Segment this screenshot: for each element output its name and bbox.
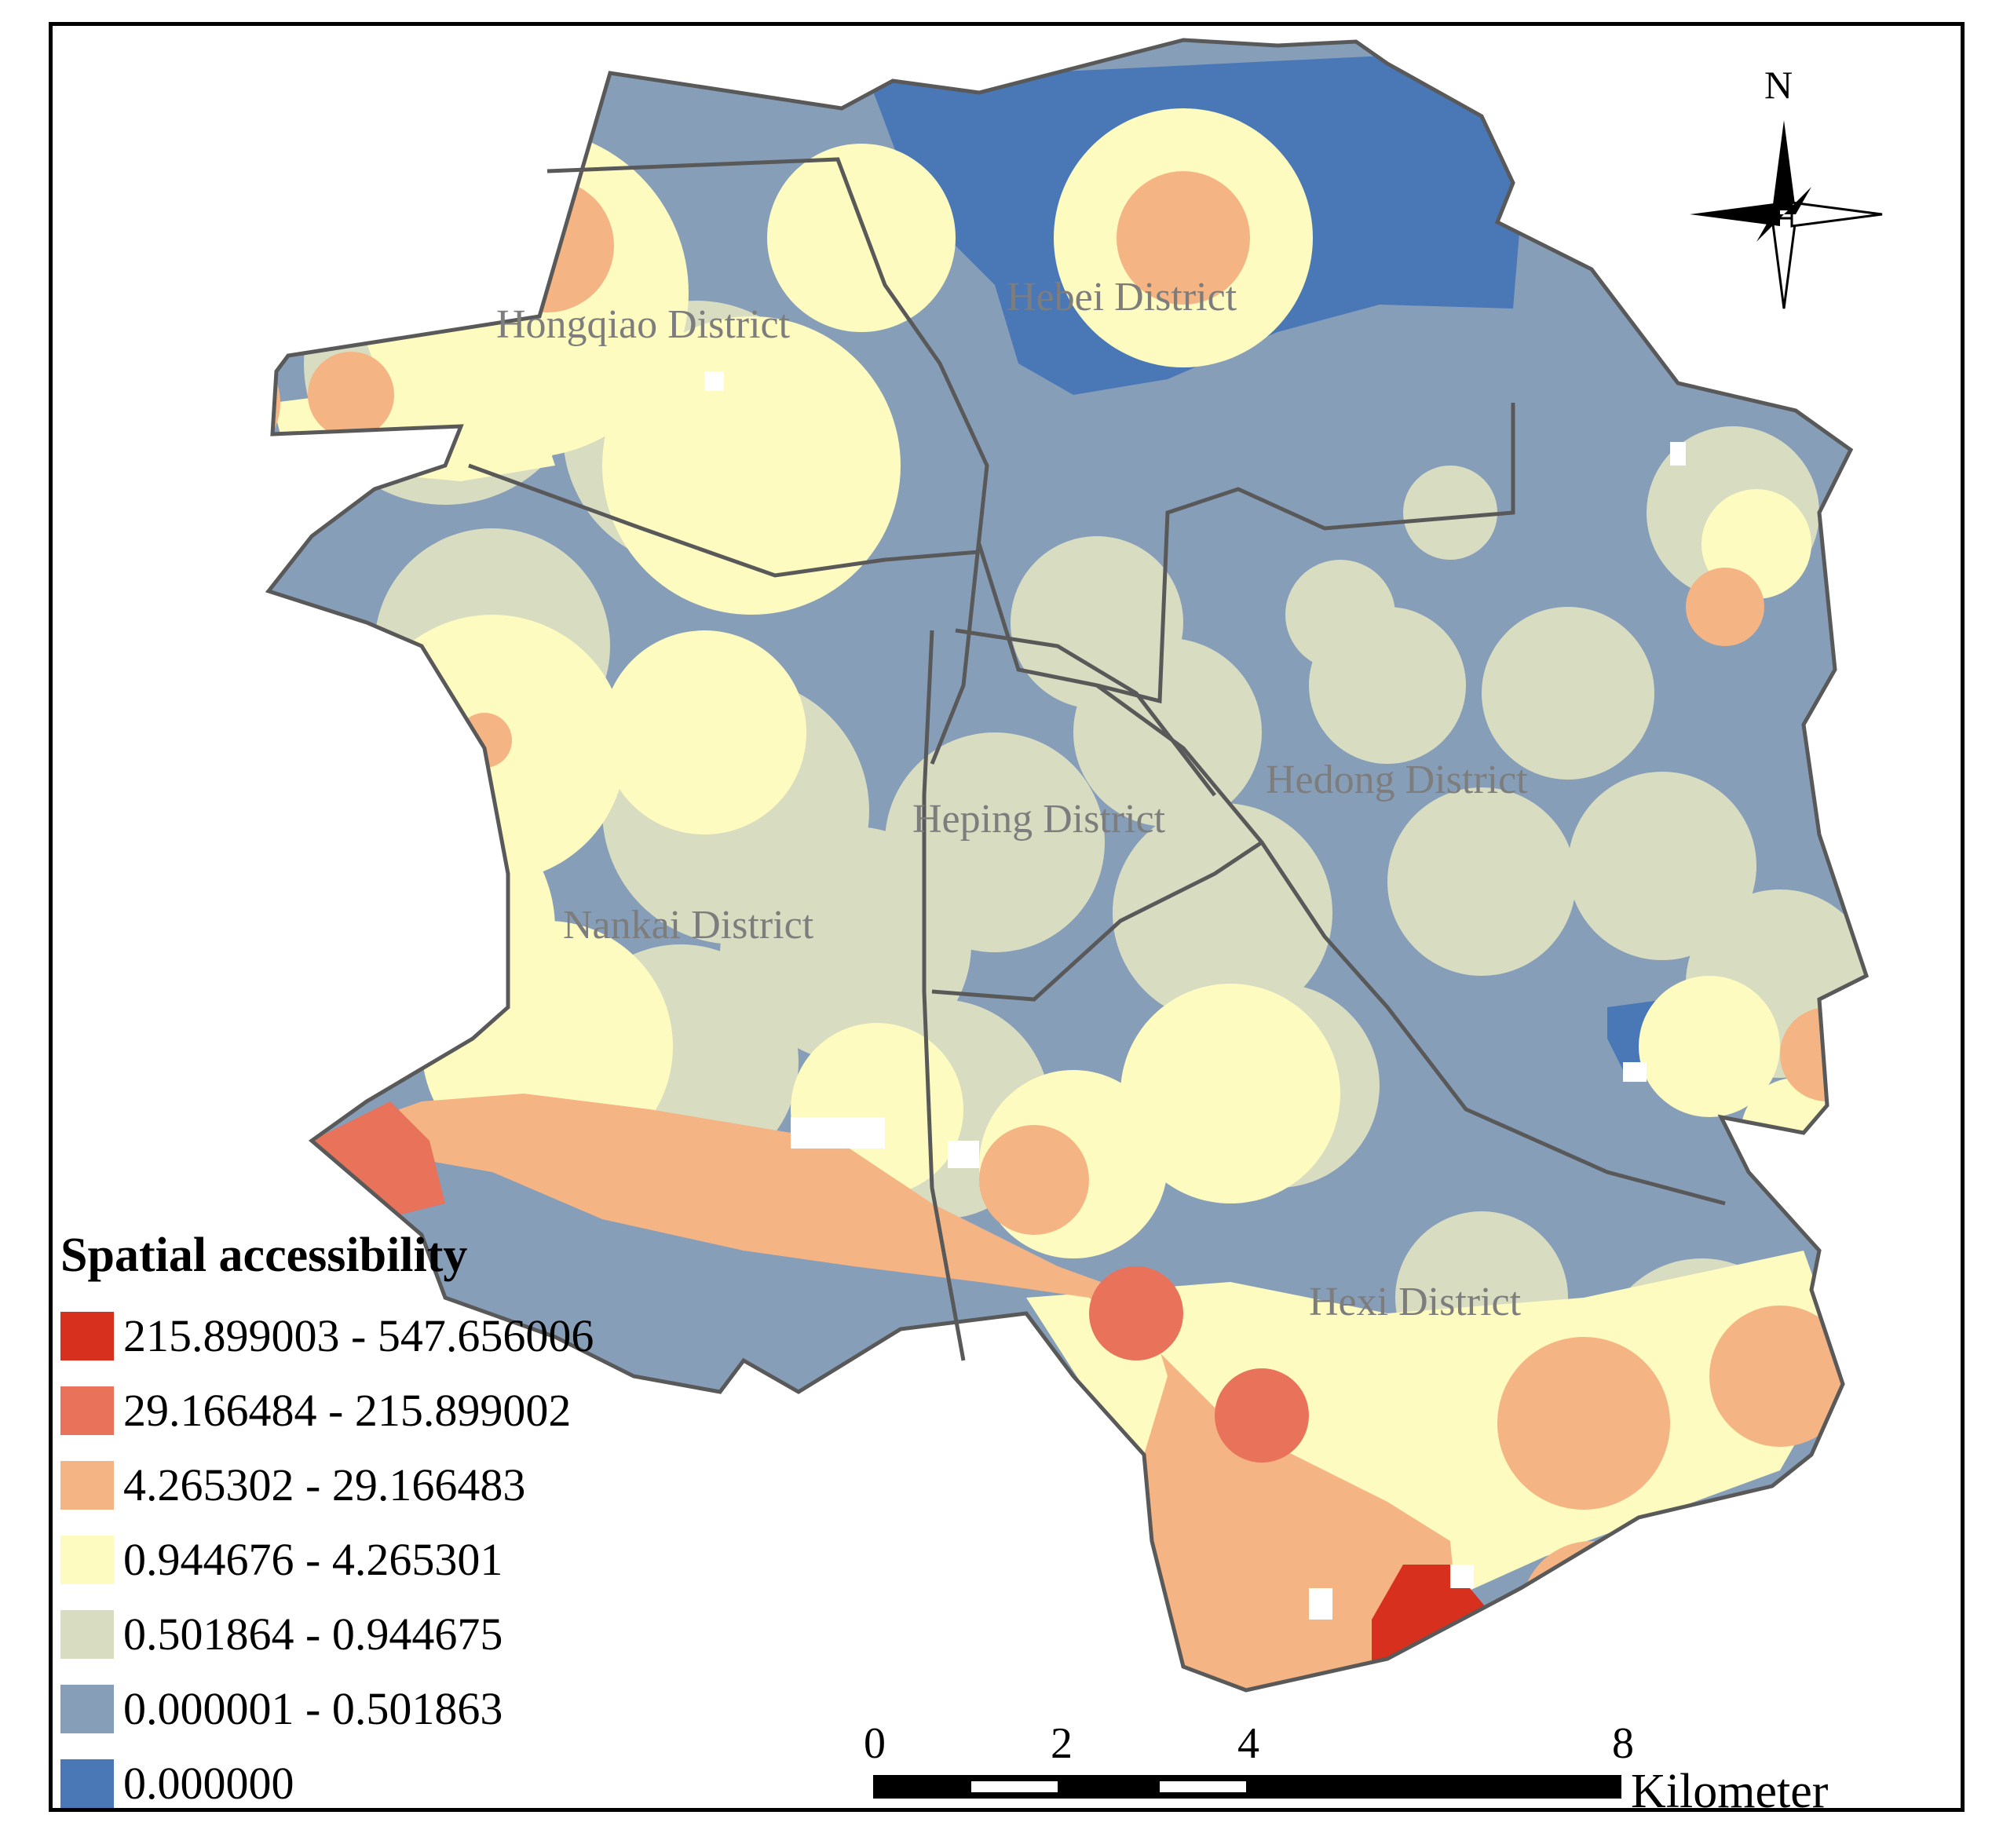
legend-items: 215.899003 - 547.656006 29.166484 - 215.8…: [60, 1298, 767, 1809]
north-label: N: [1764, 63, 1793, 107]
legend-swatch: [60, 1609, 114, 1659]
legend-label: 4.265302 - 29.166483: [123, 1459, 526, 1510]
district-label-nankai: Nankai District: [563, 903, 814, 948]
legend-label: 0.501864 - 0.944675: [123, 1608, 503, 1660]
district-label-hongqiao: Hongqiao District: [496, 302, 791, 347]
scale-tick-2: 2: [1051, 1719, 1073, 1768]
legend-item: 215.899003 - 547.656006: [60, 1298, 767, 1373]
legend-item: 29.166484 - 215.899002: [60, 1373, 767, 1448]
scale-tick-4: 4: [1237, 1719, 1259, 1768]
scale-bar: [873, 1775, 1621, 1799]
scale-tick-8: 8: [1612, 1719, 1634, 1768]
legend-title: Spatial accessibility: [60, 1229, 468, 1282]
legend-swatch: [60, 1386, 114, 1435]
legend-item: 0.000000: [60, 1746, 767, 1809]
district-boundaries: [468, 157, 1726, 1361]
legend-swatch: [60, 1535, 114, 1584]
legend: Spatial accessibility 215.899003 - 547.6…: [60, 1229, 767, 1809]
district-label-hebei: Hebei District: [1007, 275, 1237, 320]
legend-item: 0.501864 - 0.944675: [60, 1597, 767, 1671]
legend-swatch: [60, 1311, 114, 1360]
map-gaps: [704, 371, 1686, 1678]
north-arrow: [1690, 120, 1883, 309]
legend-label: 215.899003 - 547.656006: [123, 1309, 594, 1361]
scale-unit-label: Kilometer: [1631, 1765, 1829, 1812]
map-frame: N Hongqiao District Hebei District Hedon…: [49, 22, 1965, 1812]
legend-item: 0.944676 - 4.265301: [60, 1522, 767, 1597]
legend-swatch: [60, 1684, 114, 1733]
legend-item: 4.265302 - 29.166483: [60, 1448, 767, 1522]
scale-tick-0: 0: [864, 1719, 886, 1768]
legend-label: 29.166484 - 215.899002: [123, 1384, 572, 1436]
legend-label: 0.000001 - 0.501863: [123, 1682, 503, 1734]
district-label-hexi: Hexi District: [1309, 1280, 1522, 1324]
district-label-heping: Heping District: [912, 797, 1166, 842]
legend-label: 0.000000: [123, 1757, 294, 1809]
legend-swatch: [60, 1759, 114, 1808]
legend-item: 0.000001 - 0.501863: [60, 1671, 767, 1746]
district-label-hedong: Hedong District: [1266, 758, 1528, 802]
accessibility-map: [53, 26, 1883, 1799]
legend-swatch: [60, 1460, 114, 1510]
legend-label: 0.944676 - 4.265301: [123, 1533, 503, 1585]
